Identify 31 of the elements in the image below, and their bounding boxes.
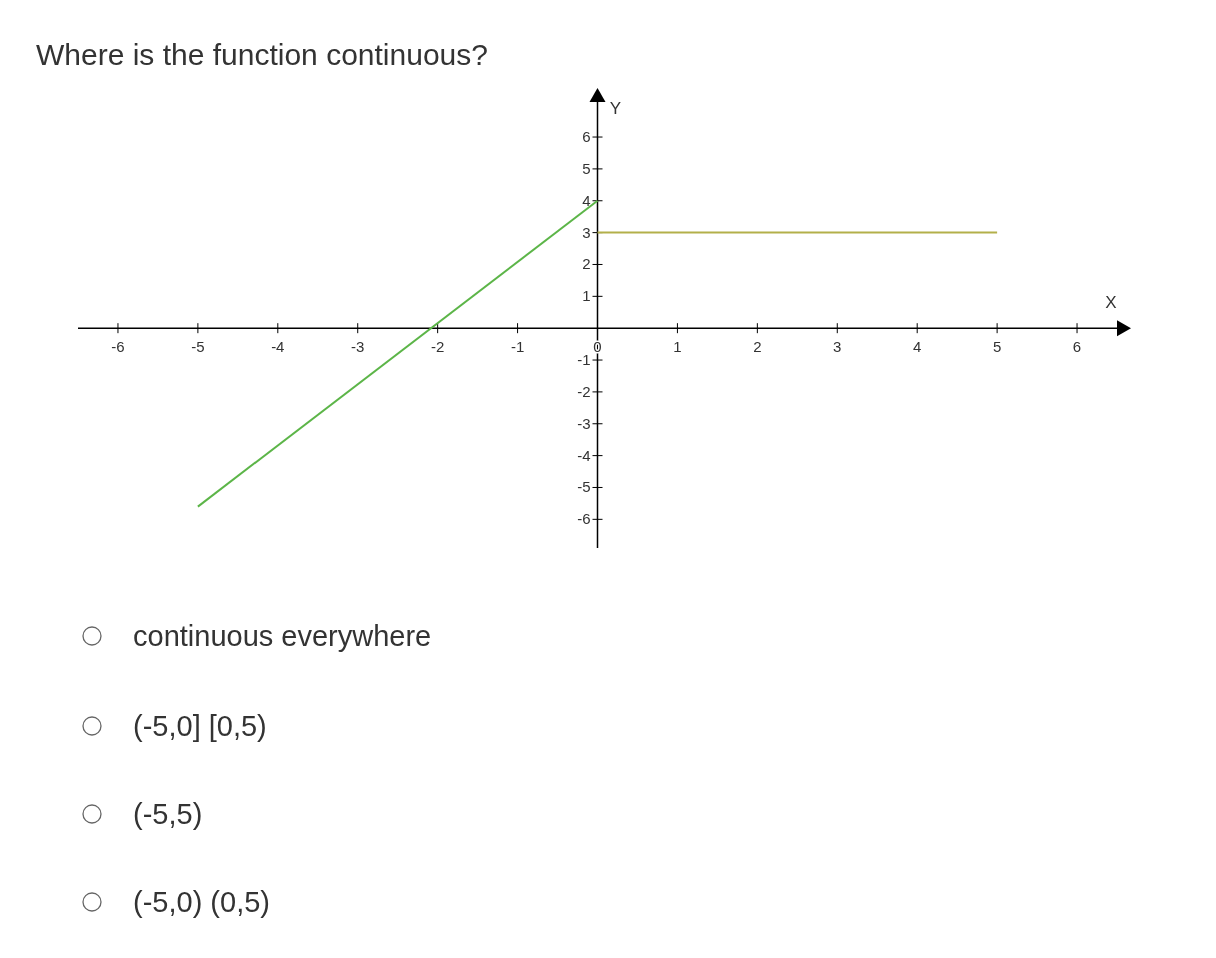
text: (-5,0] [0,5) — [133, 710, 267, 742]
x-tick-label: 6 — [1072, 338, 1082, 356]
y-tick-label: -1 — [577, 351, 591, 369]
text: (-5,5) — [133, 798, 203, 830]
y-tick-label: 6 — [582, 128, 591, 146]
y-tick-label: -4 — [577, 446, 591, 464]
y-tick-label: -5 — [577, 478, 591, 496]
text: (-5,0) (0,5) — [133, 886, 270, 918]
y-tick-label: -2 — [577, 382, 591, 400]
x-tick-label: 3 — [833, 338, 842, 356]
x-tick-label: -2 — [430, 338, 445, 356]
y-tick-label: -6 — [577, 510, 591, 528]
x-tick-label: -4 — [271, 338, 285, 356]
x-tick-label: -5 — [191, 338, 205, 356]
x-tick-label: -1 — [510, 338, 525, 356]
x-axis-title: X — [1105, 293, 1117, 313]
y-axis-title: Y — [609, 99, 622, 118]
x-tick-label: 1 — [673, 338, 682, 356]
x-tick-label: 2 — [753, 338, 762, 356]
text: continuous everywhere — [133, 620, 432, 652]
x-tick-label: 5 — [992, 338, 1002, 356]
x-tick-label: 4 — [913, 338, 922, 356]
y-tick-label: -3 — [577, 414, 591, 432]
y-tick-label: 2 — [582, 255, 591, 273]
y-tick-label: 4 — [582, 191, 591, 209]
y-tick-label: 1 — [582, 287, 591, 305]
x-tick-label: -6 — [111, 338, 125, 356]
y-tick-label: 3 — [582, 223, 591, 241]
chart-title: Where is the function continuous? — [36, 38, 488, 71]
x-tick-label: -3 — [351, 338, 365, 356]
y-tick-label: 5 — [582, 159, 591, 177]
